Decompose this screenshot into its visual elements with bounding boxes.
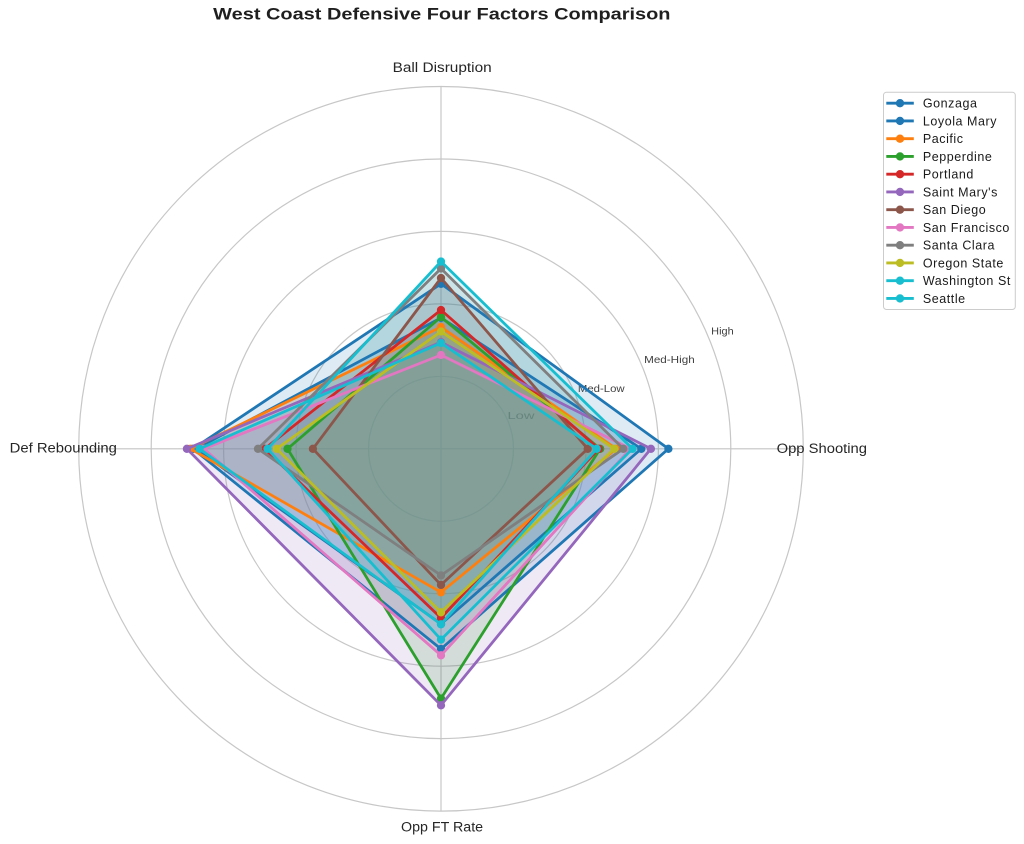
svg-text:San Diego: San Diego	[923, 203, 986, 217]
svg-text:Loyola Mary: Loyola Mary	[923, 114, 997, 128]
svg-text:Seattle: Seattle	[923, 292, 966, 306]
svg-text:Med-High: Med-High	[644, 354, 695, 366]
svg-text:San Francisco: San Francisco	[923, 221, 1010, 235]
svg-text:Opp FT Rate: Opp FT Rate	[401, 820, 483, 835]
svg-text:Saint Mary's: Saint Mary's	[923, 185, 998, 199]
svg-text:High: High	[711, 325, 734, 337]
svg-text:Ball Disruption: Ball Disruption	[393, 60, 492, 75]
svg-text:Pacific: Pacific	[923, 132, 964, 146]
svg-text:Oregon State: Oregon State	[923, 256, 1004, 270]
svg-text:Gonzaga: Gonzaga	[923, 97, 978, 111]
svg-text:Low: Low	[508, 410, 536, 422]
svg-text:Washington St: Washington St	[923, 274, 1011, 288]
svg-text:Opp Shooting: Opp Shooting	[777, 441, 867, 456]
svg-text:Def Rebounding: Def Rebounding	[10, 441, 117, 456]
svg-text:Santa Clara: Santa Clara	[923, 239, 995, 253]
svg-text:Pepperdine: Pepperdine	[923, 150, 992, 164]
svg-text:Portland: Portland	[923, 168, 974, 182]
svg-text:West Coast Defensive Four Fact: West Coast Defensive Four Factors Compar…	[213, 6, 670, 24]
